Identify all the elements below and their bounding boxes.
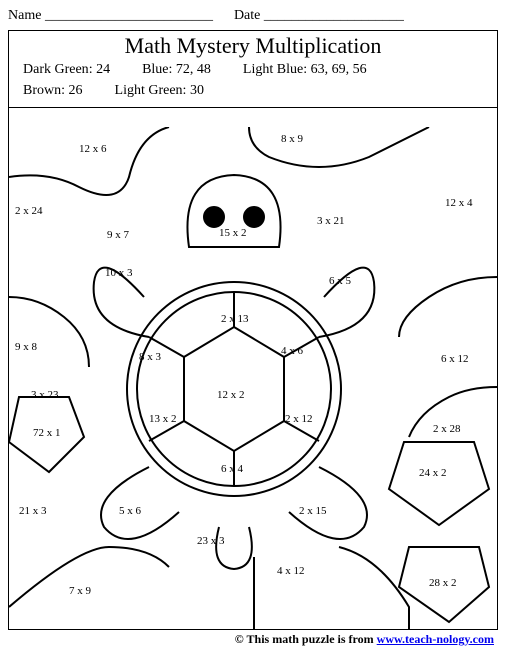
- region-label: 6 x 5: [329, 275, 351, 287]
- region-label: 12 x 6: [79, 143, 107, 155]
- worksheet-frame: Math Mystery Multiplication Dark Green: …: [8, 30, 498, 630]
- region-label: 15 x 2: [219, 227, 247, 239]
- region-label: 2 x 15: [299, 505, 327, 517]
- region-label: 3 x 21: [317, 215, 345, 227]
- region-label: 23 x 3: [197, 535, 225, 547]
- region-label: 24 x 2: [419, 467, 447, 479]
- region-label: 3 x 23: [31, 389, 59, 401]
- region-label: 72 x 1: [33, 427, 61, 439]
- region-label: 13 x 2: [149, 413, 177, 425]
- region-label: 21 x 3: [19, 505, 47, 517]
- name-label: Name: [8, 8, 41, 23]
- divider: [9, 107, 497, 108]
- region-label: 2 x 13: [221, 313, 249, 325]
- worksheet-header: Name ________________________ Date _____…: [8, 8, 502, 24]
- region-label: 4 x 6: [281, 345, 303, 357]
- region-label: 4 x 12: [277, 565, 305, 577]
- region-label: 5 x 6: [119, 505, 141, 517]
- region-label: 9 x 8: [15, 341, 37, 353]
- region-label: 7 x 9: [69, 585, 91, 597]
- footer-link[interactable]: www.teach-nology.com: [377, 632, 494, 646]
- footer-text: © This math puzzle is from: [235, 632, 377, 646]
- region-label: 6 x 12: [441, 353, 469, 365]
- region-label: 8 x 3: [139, 351, 161, 363]
- footer: © This math puzzle is from www.teach-nol…: [8, 630, 502, 647]
- turtle-drawing: [9, 127, 497, 629]
- date-line: ____________________: [264, 8, 404, 23]
- color-key: Dark Green: 24 Blue: 72, 48 Light Blue: …: [9, 59, 497, 101]
- region-label: 28 x 2: [429, 577, 457, 589]
- region-label: 10 x 3: [105, 267, 133, 279]
- puzzle-canvas: 12 x 6 8 x 9 2 x 24 9 x 7 15 x 2 3 x 21 12 x 4…: [9, 127, 497, 629]
- region-label: 2 x 12: [285, 413, 313, 425]
- region-label: 9 x 7: [107, 229, 129, 241]
- page-title: Math Mystery Multiplication: [9, 33, 497, 59]
- region-label: 12 x 2: [217, 389, 245, 401]
- date-label: Date: [234, 8, 260, 23]
- region-label: 12 x 4: [445, 197, 473, 209]
- name-line: ________________________: [45, 8, 213, 23]
- region-label: 8 x 9: [281, 133, 303, 145]
- region-label: 2 x 24: [15, 205, 43, 217]
- region-label: 6 x 4: [221, 463, 243, 475]
- region-label: 2 x 28: [433, 423, 461, 435]
